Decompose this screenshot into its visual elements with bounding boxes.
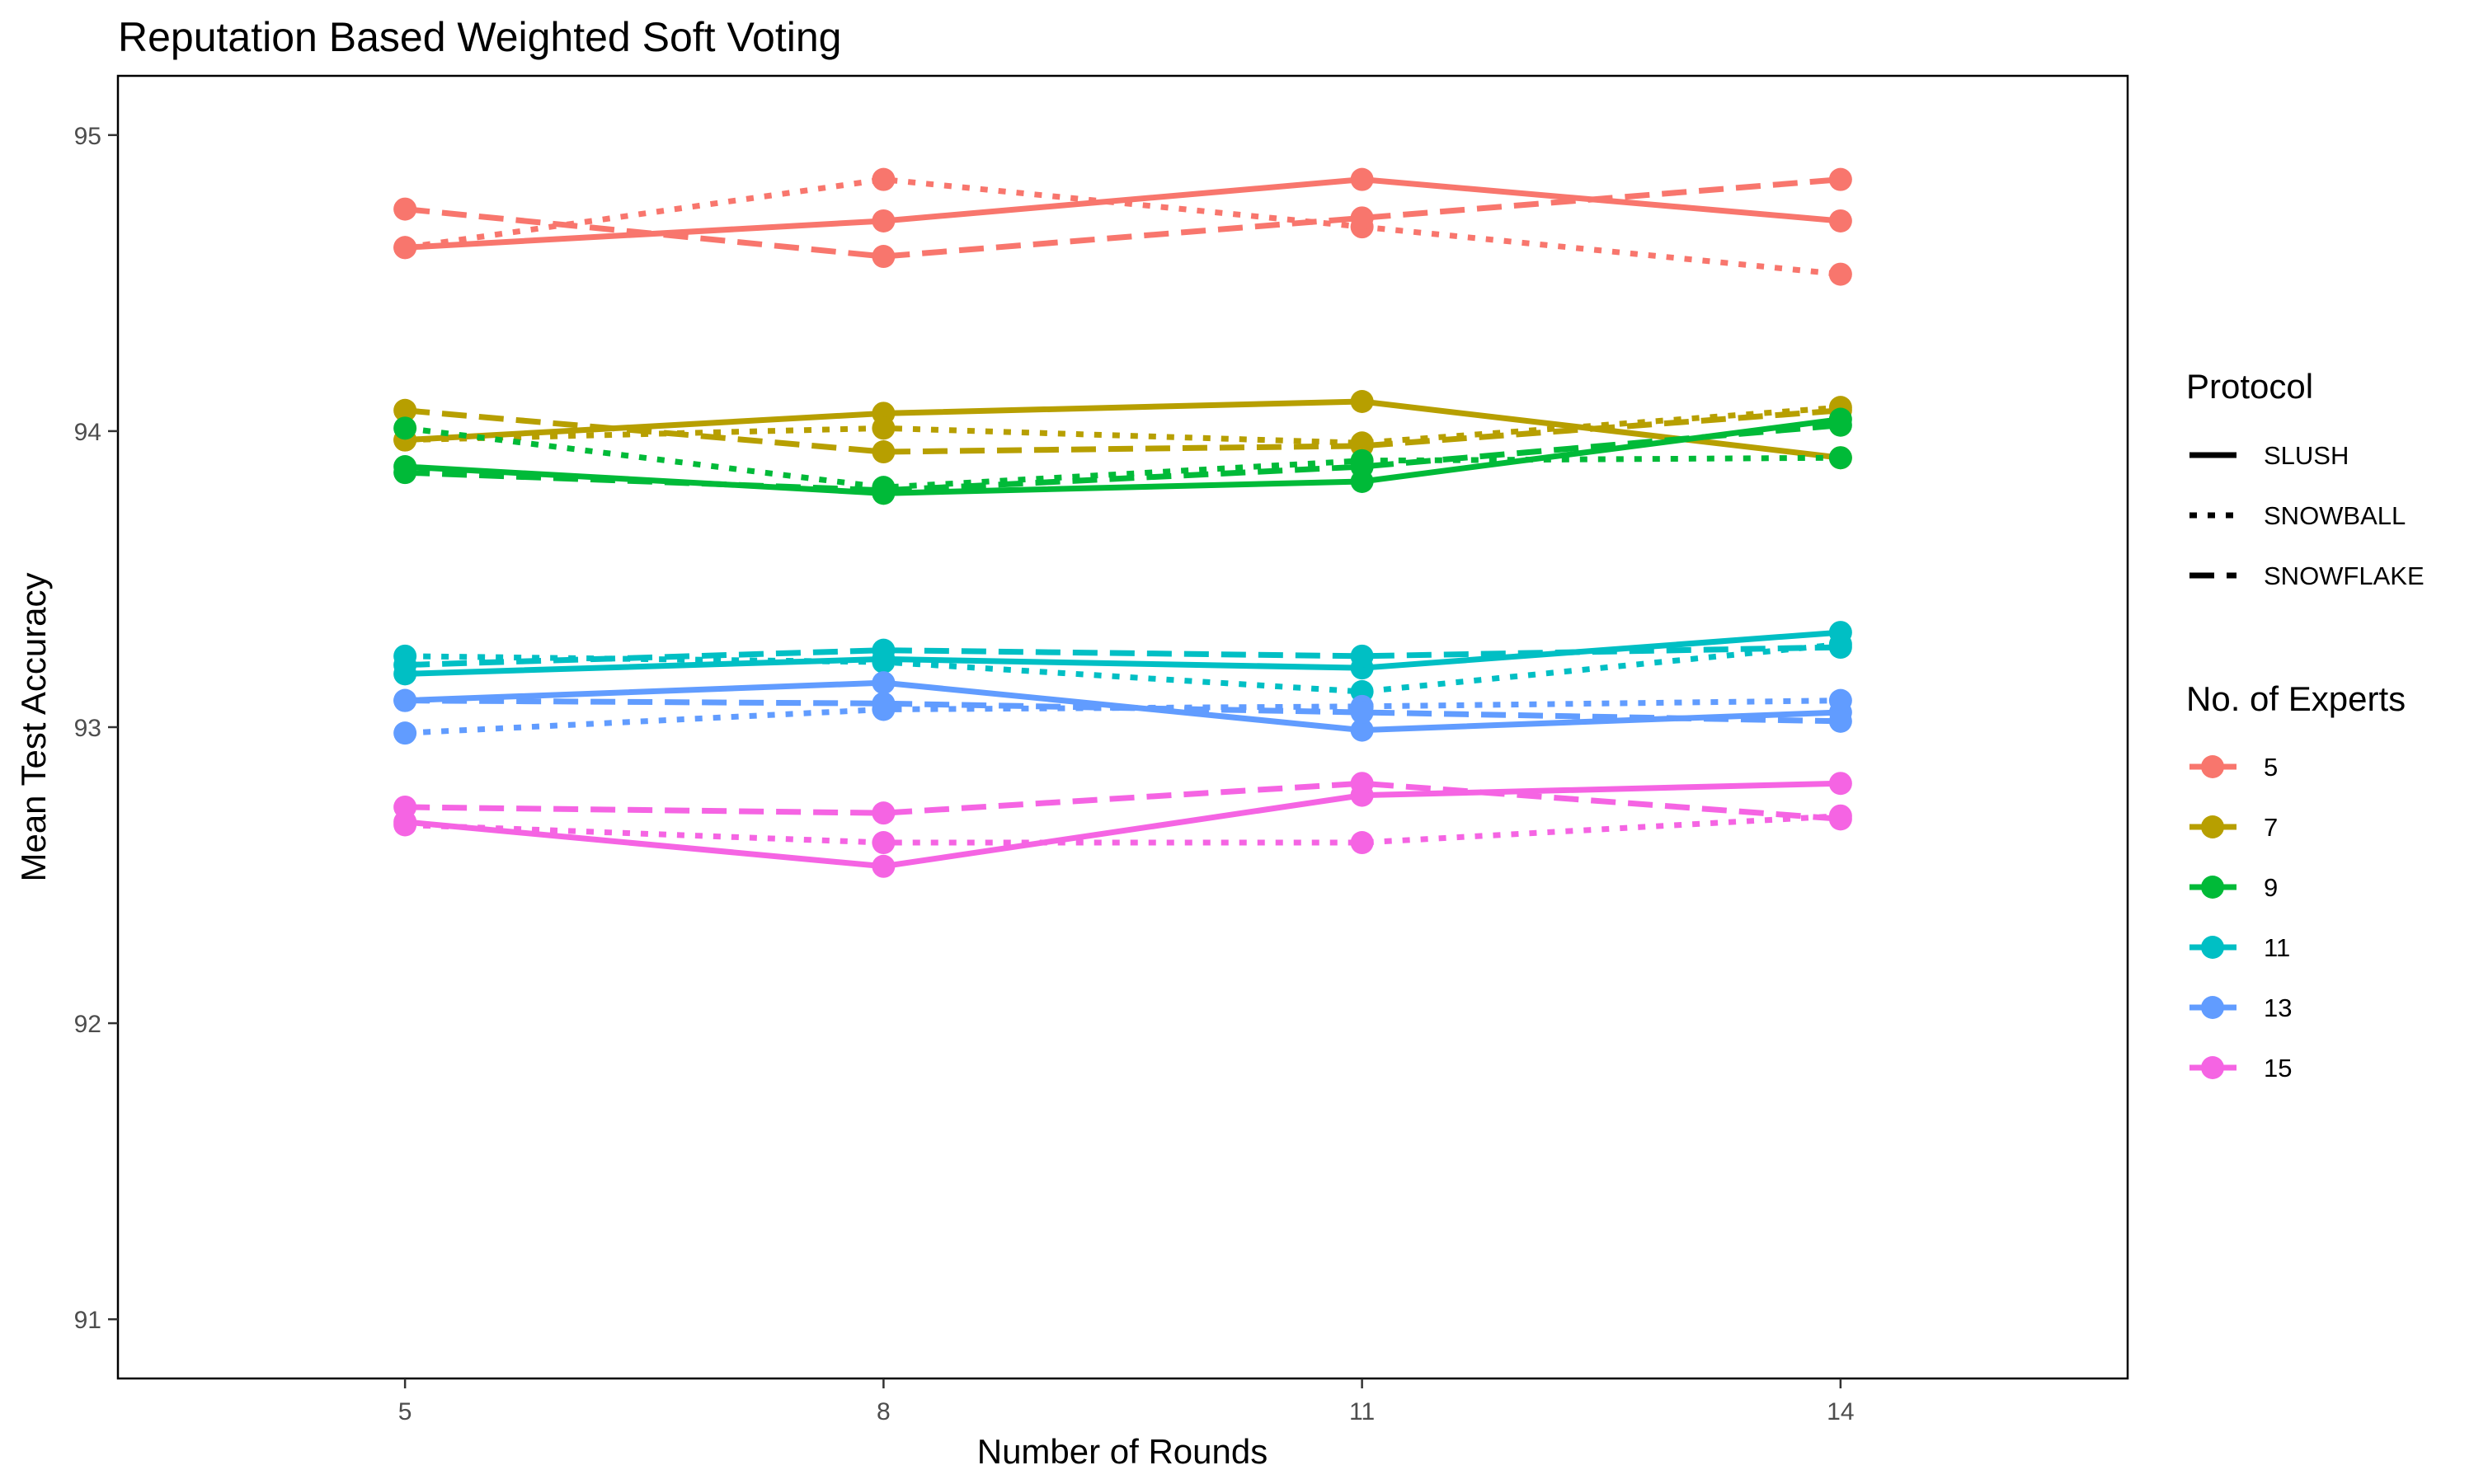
legend-experts-label: 5 (2264, 753, 2278, 782)
data-point (872, 671, 896, 695)
chart-title: Reputation Based Weighted Soft Voting (118, 14, 841, 60)
data-point (393, 653, 417, 677)
data-point (872, 854, 896, 878)
legend-experts-key-point (2201, 996, 2224, 1019)
data-point (393, 197, 417, 221)
data-point (872, 801, 896, 825)
x-tick-label: 8 (877, 1398, 891, 1425)
series-lines (404, 176, 1841, 870)
y-tick-label: 93 (74, 715, 101, 742)
y-axis-title: Mean Test Accuracy (14, 572, 53, 881)
data-point (1350, 718, 1374, 742)
legend-experts-label: 9 (2264, 873, 2278, 902)
data-point (872, 478, 896, 502)
data-point (1828, 772, 1852, 796)
data-point (1828, 709, 1852, 733)
y-tick-label: 94 (74, 419, 101, 446)
legend-experts-key-point (2201, 1056, 2224, 1079)
series-points (393, 167, 1852, 878)
series-line (404, 176, 1841, 260)
series-line (404, 697, 1841, 736)
legend-protocol-title: Protocol (2186, 367, 2313, 406)
plot-panel (116, 74, 2129, 1380)
data-point (1350, 701, 1374, 725)
legend-protocol-label: SLUSH (2264, 441, 2349, 470)
legend-experts: No. of Experts 5 7 9 11 13 15 (2186, 679, 2406, 1082)
data-point (1828, 807, 1852, 831)
data-point (1350, 644, 1374, 668)
data-point (1350, 831, 1374, 855)
legend-protocol-label: SNOWBALL (2264, 501, 2406, 530)
series-line (405, 697, 1841, 725)
y-axis: 91 92 93 94 95 (74, 123, 118, 1334)
data-point (872, 692, 896, 716)
data-point (1350, 455, 1374, 478)
x-axis-title: Number of Rounds (977, 1432, 1268, 1471)
data-point (393, 688, 417, 712)
data-point (393, 398, 417, 422)
series-line (405, 780, 1841, 822)
series-line (404, 780, 1841, 870)
data-point (1828, 413, 1852, 437)
series-line (405, 422, 1841, 494)
data-point (872, 638, 896, 662)
data-point (1350, 206, 1374, 230)
data-point (393, 461, 417, 485)
legend-experts-key-point (2201, 755, 2224, 778)
data-point (872, 167, 896, 191)
series-line (405, 404, 1841, 446)
data-point (1828, 688, 1852, 712)
data-point (1350, 167, 1374, 191)
series-line (404, 176, 1841, 278)
y-tick-label: 92 (74, 1011, 101, 1038)
data-point (872, 245, 896, 269)
x-tick-label: 11 (1349, 1398, 1375, 1425)
y-tick-label: 95 (74, 123, 101, 150)
data-point (393, 795, 417, 819)
series-line (405, 644, 1841, 669)
x-axis: 5 8 11 14 (398, 1378, 1855, 1425)
data-point (872, 416, 896, 440)
legend-experts-key-point (2201, 936, 2224, 959)
legend-experts-key-point (2201, 815, 2224, 838)
data-point (1350, 772, 1374, 796)
legend-experts-title: No. of Experts (2186, 679, 2406, 718)
y-tick-label: 91 (74, 1307, 101, 1334)
data-point (1828, 209, 1852, 232)
legend-protocol: Protocol SLUSH SNOWBALL SNOWFLAKE (2186, 367, 2425, 590)
data-point (872, 440, 896, 464)
legend-experts-label: 11 (2264, 933, 2290, 962)
series-line (404, 425, 1841, 491)
data-point (1828, 167, 1852, 191)
data-point (1828, 262, 1852, 286)
series-line (405, 813, 1841, 846)
legend-experts-key-point (2201, 876, 2224, 899)
legend-experts-label: 13 (2264, 993, 2292, 1022)
data-point (1828, 636, 1852, 660)
x-tick-label: 14 (1827, 1398, 1854, 1425)
legend-protocol-label: SNOWFLAKE (2264, 561, 2425, 590)
data-point (872, 209, 896, 232)
data-point (1828, 446, 1852, 470)
data-point (393, 236, 417, 260)
legend-experts-label: 15 (2264, 1054, 2292, 1082)
data-point (393, 416, 417, 440)
data-point (872, 831, 896, 855)
x-tick-label: 5 (398, 1398, 412, 1425)
data-point (1350, 390, 1374, 413)
series-line (404, 407, 1841, 455)
legend-experts-label: 7 (2264, 813, 2278, 842)
data-point (393, 721, 417, 745)
data-point (393, 813, 417, 837)
